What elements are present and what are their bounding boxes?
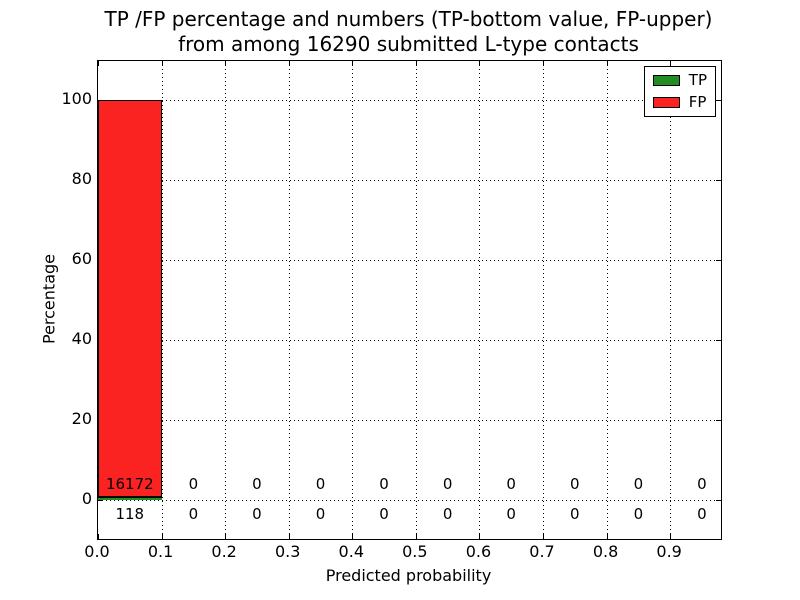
fp-count-label: 0: [315, 475, 326, 493]
x-tick-mark: [98, 534, 99, 539]
x-tick-label: 0.2: [211, 542, 237, 561]
tp-count-label: 0: [315, 505, 326, 523]
x-tick-mark: [352, 61, 354, 66]
legend-entry: FP: [652, 93, 707, 111]
y-gridline: [98, 420, 721, 421]
x-tick-mark: [225, 534, 227, 539]
y-tick-label: 40: [71, 329, 92, 348]
y-tick-mark: [716, 500, 721, 501]
x-tick-mark: [288, 61, 290, 66]
fp-legend-patch: [652, 97, 680, 108]
tp-count-label: 0: [570, 505, 580, 523]
y-gridline: [98, 500, 721, 501]
x-tick-label: 0.4: [338, 542, 364, 561]
x-gridline: [352, 61, 354, 539]
fp-bar: [98, 100, 162, 498]
x-tick-label: 0.5: [402, 542, 428, 561]
fp-count-label: 0: [379, 475, 389, 493]
chart-title-line2: from among 16290 submitted L-type contac…: [178, 32, 639, 56]
x-gridline: [415, 61, 417, 539]
x-gridline: [670, 61, 672, 539]
x-tick-mark: [606, 534, 608, 539]
tp-count-label: 0: [506, 505, 516, 523]
legend-entry: TP: [652, 71, 707, 89]
fp-count-label: 0: [633, 475, 644, 493]
x-tick-label: 0.7: [529, 542, 555, 561]
x-gridline: [479, 61, 481, 539]
x-tick-mark: [161, 534, 163, 539]
x-tick-label: 0.1: [147, 542, 174, 561]
tp-count-label: 0: [188, 505, 199, 523]
y-gridline: [98, 180, 721, 181]
y-tick-label: 0: [81, 489, 92, 508]
y-tick-label: 100: [61, 89, 92, 108]
y-tick-mark: [716, 260, 721, 261]
y-tick-mark: [716, 340, 721, 341]
y-tick-mark: [716, 420, 721, 421]
y-gridline: [98, 100, 721, 101]
x-tick-mark: [543, 534, 544, 539]
plot-area: TP FP 16172 118 0 0 0 0 0 0 0 0 0 0 0 0 0 0 0 0 0 0: [97, 60, 722, 540]
x-gridline: [543, 61, 544, 539]
x-tick-label: 0.3: [274, 542, 301, 561]
x-tick-mark: [161, 61, 163, 66]
tp-count-label: 0: [697, 505, 707, 523]
x-axis-label: Predicted probability: [325, 566, 492, 585]
legend-label: TP: [688, 71, 707, 89]
fp-count-label: 0: [506, 475, 516, 493]
chart-title: TP /FP percentage and numbers (TP-bottom…: [97, 7, 720, 57]
fp-count-label: 16172: [105, 475, 154, 493]
y-tick-label: 60: [71, 249, 92, 268]
x-tick-mark: [479, 61, 481, 66]
y-tick-mark: [98, 500, 103, 501]
x-tick-mark: [543, 61, 544, 66]
tp-count-label: 118: [115, 505, 145, 523]
x-tick-label: 0.8: [592, 542, 619, 561]
tp-bar: [98, 497, 162, 500]
chart-title-line1: TP /FP percentage and numbers (TP-bottom…: [104, 7, 713, 31]
legend-label: FP: [688, 93, 707, 111]
fp-count-label: 0: [442, 475, 453, 493]
x-tick-mark: [479, 534, 481, 539]
fp-count-label: 0: [570, 475, 580, 493]
x-tick-mark: [98, 61, 99, 66]
tp-legend-patch: [652, 75, 680, 86]
x-tick-mark: [606, 61, 608, 66]
tp-count-label: 0: [379, 505, 389, 523]
x-tick-mark: [670, 534, 672, 539]
tp-count-label: 0: [252, 505, 262, 523]
x-tick-mark: [415, 61, 417, 66]
fp-count-label: 0: [252, 475, 262, 493]
x-tick-label: 0.6: [465, 542, 492, 561]
y-gridline: [98, 340, 721, 341]
y-gridline: [98, 260, 721, 261]
x-tick-mark: [415, 534, 417, 539]
legend: TP FP: [643, 66, 716, 117]
x-gridline: [225, 61, 227, 539]
x-tick-mark: [352, 534, 354, 539]
x-gridline: [606, 61, 608, 539]
y-tick-label: 20: [71, 409, 92, 428]
y-tick-mark: [716, 100, 721, 101]
x-gridline: [288, 61, 290, 539]
tp-count-label: 0: [633, 505, 644, 523]
y-tick-mark: [716, 180, 721, 181]
x-gridline: [161, 61, 163, 539]
x-tick-mark: [225, 61, 227, 66]
x-tick-label: 0.9: [656, 542, 682, 561]
tp-count-label: 0: [442, 505, 453, 523]
x-tick-label: 0.0: [84, 542, 110, 561]
y-tick-label: 80: [71, 169, 92, 188]
fp-count-label: 0: [697, 475, 707, 493]
fp-count-label: 0: [188, 475, 199, 493]
x-tick-mark: [288, 534, 290, 539]
x-tick-mark: [670, 61, 672, 66]
